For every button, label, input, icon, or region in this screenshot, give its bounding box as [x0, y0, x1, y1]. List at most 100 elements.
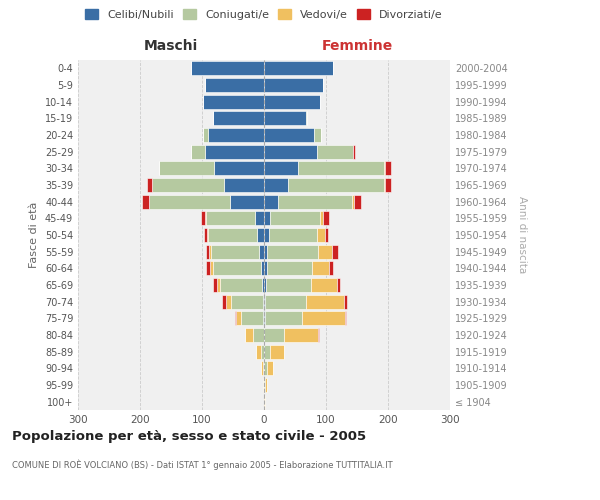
Bar: [203, 94, 264, 109]
Bar: [344, 311, 346, 326]
Bar: [264, 311, 265, 326]
Bar: [264, 394, 265, 409]
Bar: [263, 378, 264, 392]
Bar: [148, 178, 152, 192]
Bar: [202, 211, 205, 226]
Bar: [305, 294, 344, 308]
Bar: [205, 144, 264, 159]
Bar: [261, 344, 264, 359]
Bar: [220, 278, 262, 292]
Bar: [191, 144, 205, 159]
Bar: [212, 261, 261, 276]
Bar: [383, 178, 385, 192]
Bar: [264, 62, 334, 76]
Bar: [298, 162, 383, 175]
Bar: [318, 328, 319, 342]
Bar: [329, 261, 333, 276]
Bar: [306, 112, 307, 126]
Bar: [320, 211, 323, 226]
Bar: [241, 311, 263, 326]
Bar: [264, 178, 287, 192]
Bar: [266, 278, 311, 292]
Bar: [263, 311, 264, 326]
Bar: [264, 261, 267, 276]
Bar: [230, 294, 263, 308]
Bar: [206, 244, 209, 259]
Y-axis label: Anni di nascita: Anni di nascita: [517, 196, 527, 274]
Bar: [204, 228, 207, 242]
Bar: [265, 311, 302, 326]
Bar: [226, 294, 230, 308]
Bar: [267, 244, 318, 259]
Bar: [267, 261, 312, 276]
Bar: [206, 211, 256, 226]
Text: Maschi: Maschi: [144, 39, 198, 53]
Bar: [383, 162, 385, 175]
Bar: [259, 244, 264, 259]
Bar: [205, 211, 206, 226]
Bar: [211, 244, 259, 259]
Bar: [287, 178, 383, 192]
Bar: [158, 162, 214, 175]
Bar: [253, 328, 264, 342]
Bar: [302, 311, 344, 326]
Bar: [264, 344, 270, 359]
Bar: [213, 278, 217, 292]
Bar: [264, 94, 320, 109]
Bar: [230, 194, 264, 209]
Bar: [267, 361, 274, 376]
Legend: Celibi/Nubili, Coniugati/e, Vedovi/e, Divorziati/e: Celibi/Nubili, Coniugati/e, Vedovi/e, Di…: [82, 6, 446, 24]
Bar: [203, 128, 208, 142]
Bar: [354, 194, 361, 209]
Bar: [270, 344, 284, 359]
Bar: [263, 294, 264, 308]
Bar: [224, 178, 264, 192]
Bar: [213, 112, 264, 126]
Bar: [217, 278, 220, 292]
Bar: [261, 361, 263, 376]
Bar: [323, 211, 329, 226]
Bar: [264, 378, 265, 392]
Bar: [236, 311, 241, 326]
Bar: [207, 228, 208, 242]
Bar: [223, 294, 226, 308]
Bar: [262, 278, 264, 292]
Bar: [210, 261, 212, 276]
Bar: [385, 178, 391, 192]
Bar: [256, 211, 264, 226]
Bar: [385, 162, 391, 175]
Bar: [205, 78, 264, 92]
Bar: [256, 344, 261, 359]
Bar: [264, 228, 269, 242]
Bar: [264, 211, 270, 226]
Text: Popolazione per età, sesso e stato civile - 2005: Popolazione per età, sesso e stato civil…: [12, 430, 366, 443]
Bar: [353, 144, 355, 159]
Bar: [257, 228, 264, 242]
Bar: [312, 261, 329, 276]
Bar: [264, 78, 323, 92]
Bar: [317, 228, 325, 242]
Bar: [264, 162, 298, 175]
Bar: [264, 144, 317, 159]
Bar: [265, 378, 267, 392]
Bar: [263, 361, 264, 376]
Bar: [214, 162, 264, 175]
Bar: [264, 294, 265, 308]
Bar: [245, 328, 253, 342]
Bar: [264, 128, 314, 142]
Bar: [191, 62, 264, 76]
Y-axis label: Fasce di età: Fasce di età: [29, 202, 39, 268]
Bar: [264, 194, 278, 209]
Bar: [209, 244, 211, 259]
Bar: [149, 194, 230, 209]
Bar: [208, 128, 264, 142]
Bar: [265, 294, 305, 308]
Bar: [314, 128, 321, 142]
Text: COMUNE DI ROÈ VOLCIANO (BS) - Dati ISTAT 1° gennaio 2005 - Elaborazione TUTTITAL: COMUNE DI ROÈ VOLCIANO (BS) - Dati ISTAT…: [12, 460, 392, 470]
Bar: [284, 328, 318, 342]
Bar: [264, 112, 306, 126]
Bar: [264, 361, 267, 376]
Text: Femmine: Femmine: [322, 39, 392, 53]
Bar: [352, 194, 354, 209]
Bar: [261, 261, 264, 276]
